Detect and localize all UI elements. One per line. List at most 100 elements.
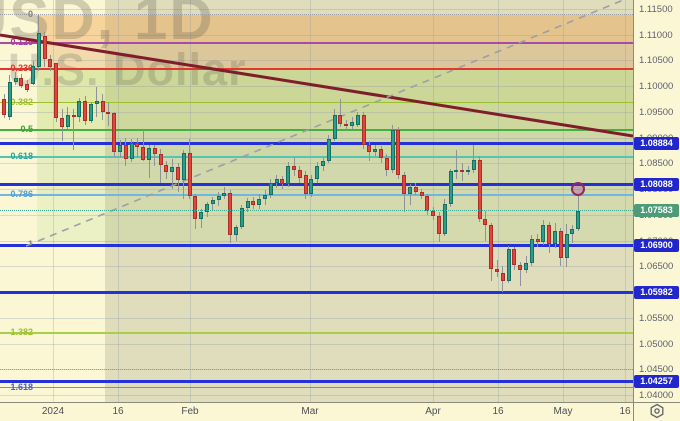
fib-level-line[interactable] bbox=[0, 68, 633, 70]
candle[interactable] bbox=[274, 178, 279, 183]
candle[interactable] bbox=[222, 192, 227, 197]
candle[interactable] bbox=[89, 104, 93, 122]
candle[interactable] bbox=[239, 207, 244, 227]
candle[interactable] bbox=[367, 145, 372, 153]
candle[interactable] bbox=[210, 200, 215, 205]
candle[interactable] bbox=[460, 170, 465, 173]
candle[interactable] bbox=[147, 147, 151, 161]
candle[interactable] bbox=[83, 100, 88, 122]
candle[interactable] bbox=[419, 191, 424, 197]
candle[interactable] bbox=[309, 178, 314, 195]
fib-level-line[interactable] bbox=[0, 194, 633, 196]
candle[interactable] bbox=[141, 146, 146, 161]
candle[interactable] bbox=[2, 99, 6, 115]
candle[interactable] bbox=[495, 269, 499, 273]
candle[interactable] bbox=[118, 145, 122, 152]
candle[interactable] bbox=[321, 160, 325, 166]
candle[interactable] bbox=[251, 201, 256, 205]
candle[interactable] bbox=[576, 210, 581, 229]
candle[interactable] bbox=[135, 142, 140, 147]
candle[interactable] bbox=[326, 138, 331, 161]
candle[interactable] bbox=[176, 167, 180, 180]
candle[interactable] bbox=[268, 182, 273, 196]
candle[interactable] bbox=[454, 170, 459, 173]
candle[interactable] bbox=[292, 165, 296, 170]
candle[interactable] bbox=[13, 77, 18, 83]
candle[interactable] bbox=[425, 196, 430, 211]
candle[interactable] bbox=[100, 100, 105, 112]
candle[interactable] bbox=[471, 159, 476, 170]
fib-level-line[interactable] bbox=[0, 332, 633, 334]
candle[interactable] bbox=[263, 195, 267, 199]
candle[interactable] bbox=[535, 238, 540, 242]
candle[interactable] bbox=[500, 272, 505, 281]
candle[interactable] bbox=[524, 263, 528, 271]
candle[interactable] bbox=[448, 171, 453, 204]
candle[interactable] bbox=[36, 33, 41, 68]
candle[interactable] bbox=[350, 122, 354, 127]
candle[interactable] bbox=[170, 167, 175, 173]
price-axis[interactable]: 1.115001.110001.105001.100001.095001.090… bbox=[633, 0, 680, 421]
candle[interactable] bbox=[280, 178, 285, 184]
candle[interactable] bbox=[553, 231, 557, 245]
candle[interactable] bbox=[54, 62, 59, 119]
fib-level-line[interactable] bbox=[0, 128, 633, 131]
candle[interactable] bbox=[48, 59, 53, 67]
candle[interactable] bbox=[489, 225, 494, 270]
candle[interactable] bbox=[344, 123, 349, 127]
support-resistance-line[interactable] bbox=[0, 183, 633, 187]
candle[interactable] bbox=[541, 225, 546, 242]
candle[interactable] bbox=[60, 118, 64, 128]
candle[interactable] bbox=[570, 228, 575, 235]
candle[interactable] bbox=[384, 158, 389, 170]
candle[interactable] bbox=[390, 129, 395, 170]
fib-level-line[interactable] bbox=[0, 156, 633, 158]
candle[interactable] bbox=[396, 129, 401, 175]
candle[interactable] bbox=[123, 145, 128, 160]
candle[interactable] bbox=[477, 159, 482, 219]
candle[interactable] bbox=[181, 153, 186, 180]
candle[interactable] bbox=[42, 36, 47, 60]
candle[interactable] bbox=[332, 115, 337, 139]
time-axis[interactable]: 2024 16 Feb Mar Apr 16 May 16 bbox=[0, 402, 680, 421]
candle[interactable] bbox=[558, 231, 563, 259]
candle[interactable] bbox=[77, 100, 82, 118]
candle[interactable] bbox=[152, 147, 157, 155]
candle[interactable] bbox=[71, 114, 76, 118]
candle[interactable] bbox=[193, 195, 198, 219]
candle[interactable] bbox=[518, 265, 523, 271]
candle[interactable] bbox=[466, 169, 470, 172]
candle[interactable] bbox=[19, 77, 24, 87]
candle[interactable] bbox=[205, 204, 209, 213]
fib-level-line[interactable] bbox=[0, 386, 633, 389]
candle[interactable] bbox=[199, 212, 204, 219]
candle[interactable] bbox=[442, 203, 447, 235]
candle[interactable] bbox=[94, 100, 99, 105]
candle[interactable] bbox=[257, 198, 262, 205]
candle[interactable] bbox=[228, 192, 233, 236]
fib-level-line[interactable] bbox=[0, 42, 633, 45]
candle[interactable] bbox=[483, 218, 488, 226]
candle[interactable] bbox=[245, 201, 250, 208]
support-resistance-line[interactable] bbox=[0, 291, 633, 295]
price-scale-settings-icon[interactable] bbox=[648, 403, 666, 419]
candle[interactable] bbox=[216, 196, 221, 201]
candle[interactable] bbox=[431, 210, 436, 216]
chart-plot[interactable]: USD, 1D U.S. Dollar 00.1250.2360.3820.50… bbox=[0, 0, 633, 402]
candle[interactable] bbox=[297, 169, 302, 178]
candle[interactable] bbox=[164, 165, 169, 173]
candle[interactable] bbox=[355, 115, 360, 125]
candle[interactable] bbox=[338, 115, 343, 124]
candle[interactable] bbox=[106, 111, 111, 114]
candle[interactable] bbox=[361, 115, 366, 146]
candle[interactable] bbox=[547, 225, 552, 245]
candle[interactable] bbox=[373, 148, 378, 153]
candle[interactable] bbox=[408, 187, 412, 195]
candle[interactable] bbox=[529, 238, 534, 264]
candle[interactable] bbox=[129, 142, 134, 160]
candle[interactable] bbox=[234, 226, 238, 236]
alert-line[interactable] bbox=[0, 369, 633, 371]
candle[interactable] bbox=[25, 83, 30, 90]
candle[interactable] bbox=[506, 249, 511, 281]
candle[interactable] bbox=[303, 174, 308, 195]
